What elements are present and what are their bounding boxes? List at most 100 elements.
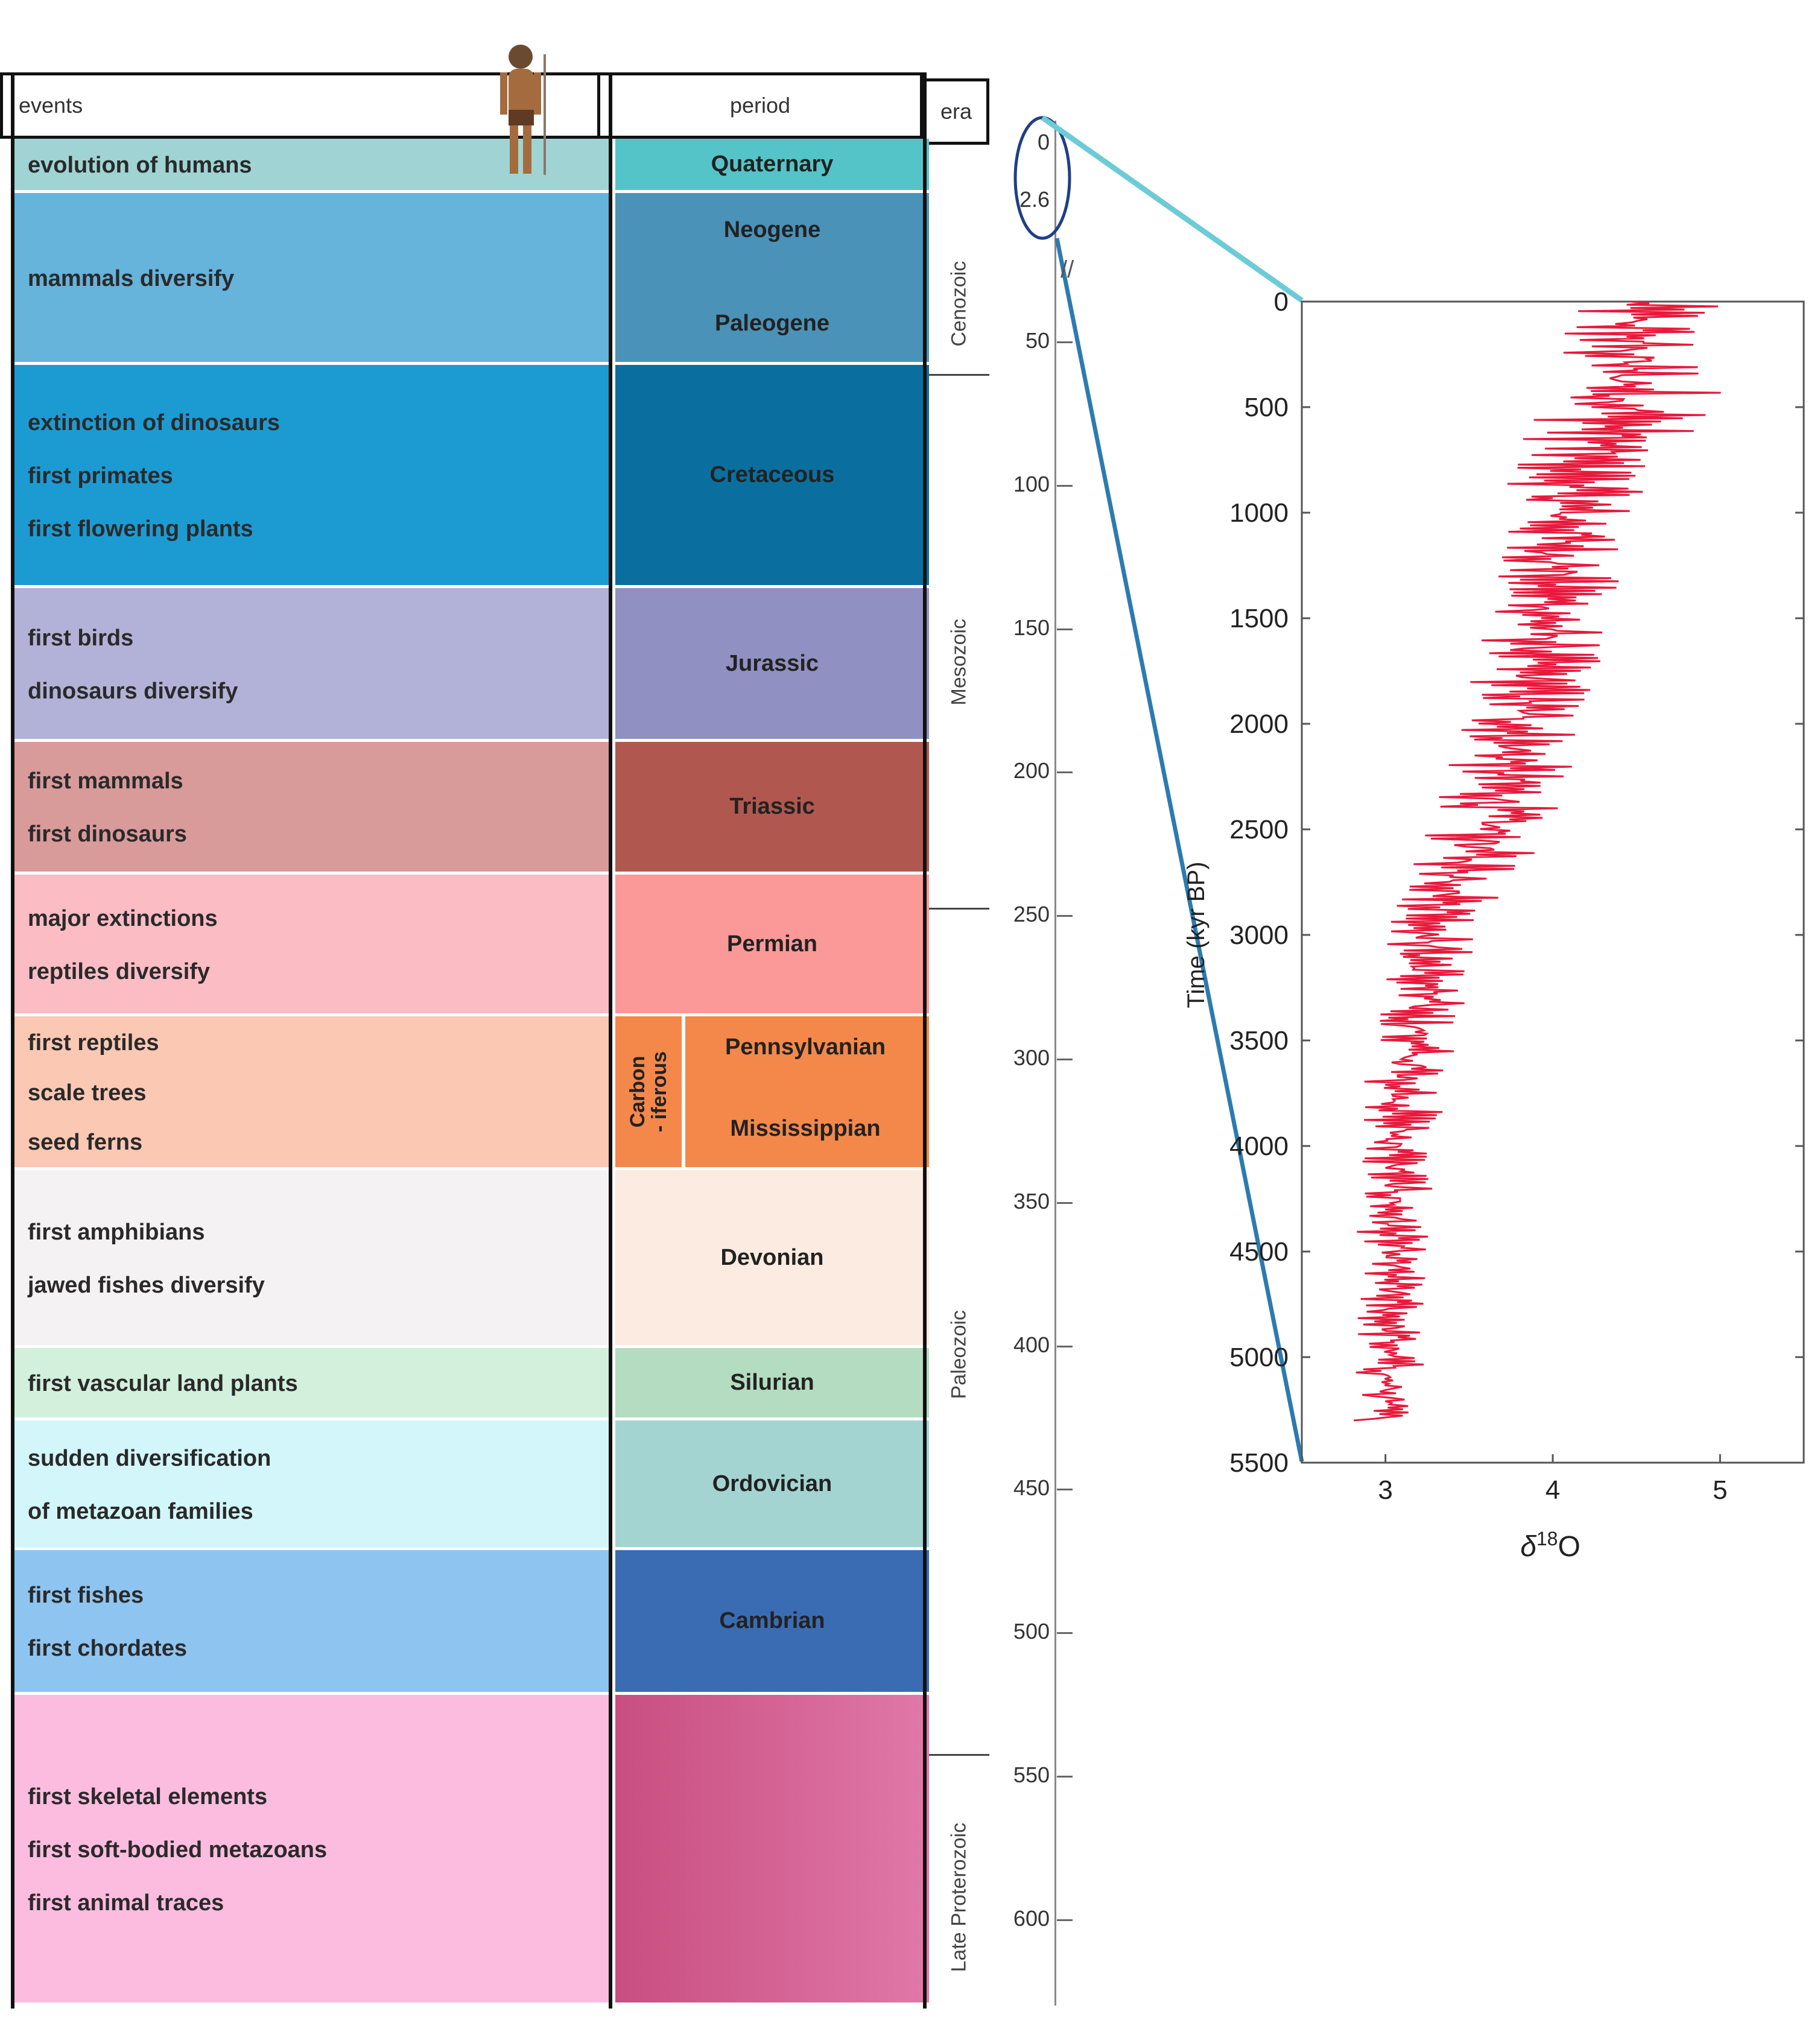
time-tick-label: 100 [1013, 471, 1050, 496]
time-tick-label: 450 [1013, 1475, 1050, 1501]
time-tick-label: 250 [1013, 902, 1050, 927]
axis-break-mark: // [1061, 256, 1074, 283]
events-cell: first vascular land plants [12, 1348, 610, 1417]
period-cell [615, 1695, 929, 2002]
period-label: Mississippian [730, 1116, 881, 1141]
events-cell: first skeletal elements first soft-bodied… [12, 1695, 610, 2002]
x-tick-label: 5 [1713, 1475, 1727, 1505]
events-cell: sudden diversification of metazoan famili… [12, 1420, 610, 1547]
events-cell: first mammals first dinosaurs [12, 742, 610, 872]
era-divider-2 [929, 908, 989, 910]
time-tick [1057, 1059, 1073, 1060]
events-cell: first reptiles scale trees seed ferns [12, 1016, 610, 1167]
band-devonian: first amphibians jawed fishes diversify De… [12, 1170, 929, 1348]
events-cell: first fishes first chordates [12, 1550, 610, 1692]
y-tick-label: 1500 [1229, 604, 1289, 633]
time-tick [1057, 1345, 1073, 1347]
event-text: reptiles diversify [28, 958, 211, 984]
period-cell: Jurassic [615, 588, 929, 739]
band-neogene-paleogene: mammals diversify Neogene Paleogene [12, 193, 929, 365]
event-text: evolution of humans [28, 153, 252, 178]
band-silurian: first vascular land plants Silurian [12, 1348, 929, 1420]
event-text: jawed fishes diversify [28, 1272, 265, 1298]
y-tick-label: 2000 [1229, 709, 1289, 739]
time-tick [1057, 1489, 1073, 1491]
chart-xlabel-tail: O [1558, 1531, 1580, 1563]
event-text: extinction of dinosaurs [28, 410, 281, 435]
time-tick-label: 600 [1013, 1905, 1050, 1931]
chart-xlabel-sup: 18 [1536, 1528, 1558, 1550]
event-text: dinosaurs diversify [28, 678, 238, 704]
zoom-line-top [1041, 115, 1304, 303]
event-text: first flowering plants [28, 516, 253, 542]
period-label: Cambrian [719, 1608, 825, 1633]
events-cell: mammals diversify [12, 193, 610, 362]
period-label: Paleogene [714, 311, 830, 336]
d18o-chart: 0 500 1000 1500 2000 2500 3000 3500 4000 4500 5000… [1183, 287, 1805, 1563]
time-tick [1057, 341, 1073, 343]
carboniferous-label: Carbon - iferous [615, 1016, 685, 1167]
chart-xlabel: δ18O [1520, 1528, 1581, 1563]
band-permian: major extinctions reptiles diversify Permi… [12, 875, 929, 1016]
y-tick-label: 4000 [1229, 1132, 1289, 1161]
time-tick-label: 550 [1013, 1762, 1050, 1787]
event-text: first vascular land plants [28, 1371, 298, 1396]
time-axis-line [1054, 121, 1056, 2006]
period-cell: Cambrian [615, 1550, 929, 1692]
period-cell: Cretaceous [615, 365, 929, 585]
event-text: first primates [28, 463, 173, 489]
event-text: first reptiles [28, 1030, 159, 1056]
period-label: Jurassic [725, 650, 819, 676]
y-tick-label: 2500 [1229, 815, 1289, 844]
era-header: era [923, 78, 989, 145]
event-text: first mammals [28, 768, 183, 794]
event-text: first chordates [28, 1636, 187, 1661]
period-cell: Silurian [615, 1348, 929, 1417]
time-tick [1057, 1201, 1073, 1204]
event-text: of metazoan families [28, 1498, 253, 1524]
y-tick-label: 3000 [1229, 920, 1289, 950]
chart-ylabel: Time (kyr BP) [1183, 862, 1210, 1008]
band-triassic: first mammals first dinosaurs Triassic [12, 742, 929, 875]
time-label-2-6: 2.6 [1019, 187, 1050, 212]
time-tick-label: 200 [1013, 758, 1050, 784]
left-border [11, 72, 14, 2009]
period-label: Pennsylvanian [725, 1034, 886, 1060]
period-label: Ordovician [712, 1471, 832, 1496]
event-text: seed ferns [28, 1130, 143, 1155]
band-late-proterozoic-band: first skeletal elements first soft-bodied… [12, 1695, 929, 2006]
event-text: sudden diversification [28, 1445, 271, 1471]
time-tick [1057, 771, 1073, 774]
period-header: period [597, 72, 923, 139]
zoom-line-bottom [1054, 238, 1304, 1462]
time-tick-label: 300 [1013, 1045, 1050, 1070]
period-era-divider [923, 72, 927, 2009]
events-cell: extinction of dinosaurs first primates fir… [12, 365, 610, 585]
time-tick-label: 150 [1013, 615, 1050, 640]
event-text: first birds [28, 625, 134, 651]
human-figure-icon [500, 45, 546, 175]
period-cell: Triassic [615, 742, 929, 872]
y-tick-label: 3500 [1229, 1026, 1289, 1056]
time-tick [1057, 628, 1073, 630]
band-ordovician: sudden diversification of metazoan famili… [12, 1420, 929, 1550]
band-jurassic: first birds dinosaurs diversify Jurassic [12, 588, 929, 742]
period-cell: Ordovician [615, 1420, 929, 1547]
era-divider-1 [929, 374, 989, 376]
y-tick-label: 500 [1245, 393, 1289, 422]
x-tick-label: 3 [1378, 1475, 1392, 1505]
zoom-circle [1013, 116, 1071, 240]
period-label: Silurian [730, 1370, 814, 1395]
time-tick [1057, 484, 1073, 487]
period-label: Quaternary [711, 151, 834, 177]
events-header: events [0, 72, 609, 139]
x-tick-label: 4 [1546, 1475, 1560, 1505]
events-cell: first birds dinosaurs diversify [12, 588, 610, 739]
time-tick-label: 50 [1025, 328, 1050, 353]
period-cell: Permian [615, 875, 929, 1013]
period-label: Neogene [723, 217, 821, 242]
time-tick-label: 350 [1013, 1188, 1050, 1214]
era-divider-3 [929, 1754, 989, 1756]
event-text: scale trees [28, 1080, 147, 1106]
